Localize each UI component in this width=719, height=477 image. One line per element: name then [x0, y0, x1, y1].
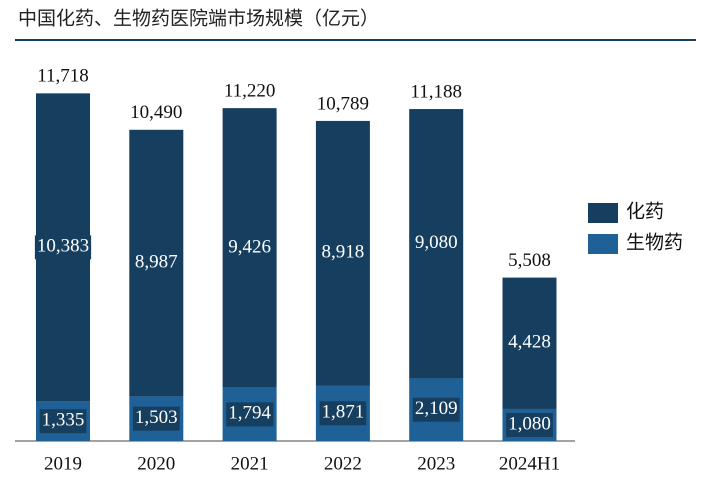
data-label-box	[506, 412, 553, 437]
data-label: 8,987	[135, 251, 178, 272]
data-label-box	[39, 409, 87, 434]
data-label-box	[319, 241, 367, 266]
data-label: 1,335	[42, 410, 85, 431]
data-label-box	[132, 251, 180, 276]
x-tick-label: 2021	[231, 453, 269, 474]
data-label-box	[226, 402, 274, 427]
data-label-box	[34, 235, 92, 260]
data-label: 1,794	[228, 403, 271, 424]
data-label: 9,426	[228, 236, 271, 257]
data-label-box	[319, 401, 367, 426]
data-label: 2,109	[415, 398, 458, 419]
total-label: 11,220	[224, 80, 276, 101]
data-label: 1,871	[322, 402, 365, 423]
total-label: 5,508	[508, 250, 551, 271]
data-label: 4,428	[508, 332, 551, 353]
legend-label: 生物药	[626, 231, 683, 253]
data-label: 9,080	[415, 232, 458, 253]
total-label: 11,188	[410, 81, 462, 102]
data-label-box	[506, 331, 553, 356]
data-label: 1,080	[508, 413, 551, 434]
data-label-box	[412, 397, 460, 422]
x-tick-label: 2020	[137, 453, 175, 474]
legend-label: 化药	[626, 200, 664, 222]
data-label-box	[132, 406, 180, 431]
legend-swatch	[588, 234, 618, 254]
data-label: 1,503	[135, 407, 178, 428]
legend-swatch	[588, 203, 618, 223]
total-label: 10,490	[130, 102, 182, 123]
data-label-box	[226, 235, 273, 260]
chart-title: 中国化药、生物药医院端市场规模（亿元）	[18, 7, 379, 29]
total-label: 10,789	[317, 93, 369, 114]
data-label: 10,383	[37, 236, 89, 257]
x-tick-label: 2024H1	[499, 453, 560, 474]
x-tick-label: 2023	[417, 453, 455, 474]
x-tick-label: 2022	[324, 453, 362, 474]
total-label: 11,718	[37, 66, 89, 87]
data-label: 8,918	[322, 242, 365, 263]
x-tick-label: 2019	[44, 453, 82, 474]
data-label-box	[412, 231, 460, 256]
